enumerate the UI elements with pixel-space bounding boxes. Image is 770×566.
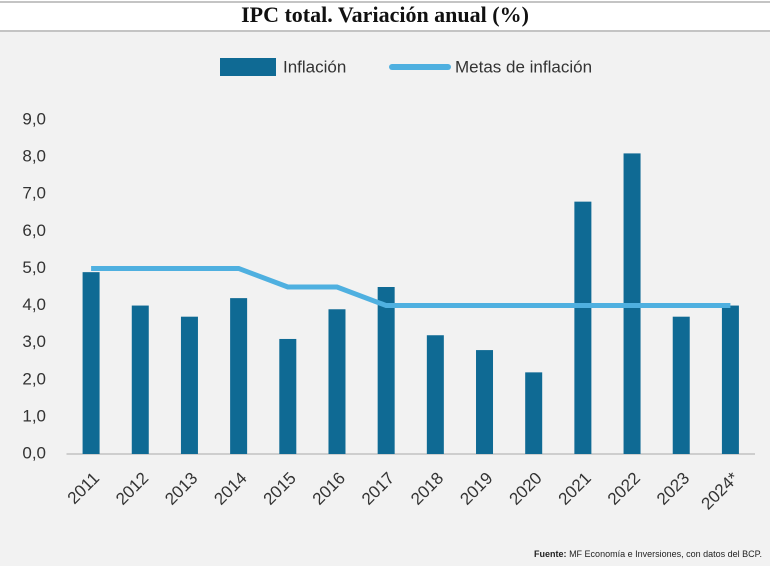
legend-swatch (220, 58, 276, 76)
source: Fuente: MF Economía e Inversiones, con d… (534, 549, 762, 559)
y-tick-label: 6,0 (22, 221, 46, 240)
y-tick-label: 4,0 (22, 295, 46, 314)
bar (476, 350, 494, 454)
y-tick-label: 7,0 (22, 184, 46, 203)
bar (82, 272, 100, 454)
source-text: MF Economía e Inversiones, con datos del… (569, 549, 762, 559)
bar (672, 316, 690, 454)
legend-label: Inflación (283, 57, 346, 76)
legend-label: Metas de inflación (455, 57, 592, 76)
y-tick-label: 5,0 (22, 258, 46, 277)
y-tick-label: 0,0 (22, 443, 46, 462)
bar (525, 372, 543, 454)
bar (721, 305, 739, 454)
y-tick-label: 3,0 (22, 332, 46, 351)
bar (377, 287, 395, 454)
y-tick-label: 9,0 (22, 109, 46, 128)
y-tick-label: 1,0 (22, 406, 46, 425)
bar (328, 309, 346, 454)
target-line (91, 265, 731, 309)
y-tick-label: 8,0 (22, 147, 46, 166)
title-band (0, 0, 770, 32)
bar (574, 201, 592, 454)
bar (279, 338, 297, 454)
bar (180, 316, 198, 454)
source-label: Fuente: (534, 549, 567, 559)
bar (131, 305, 149, 454)
bar (426, 335, 444, 454)
bar (230, 298, 248, 454)
chart-title: IPC total. Variación anual (%) (241, 2, 529, 27)
y-tick-label: 2,0 (22, 369, 46, 388)
